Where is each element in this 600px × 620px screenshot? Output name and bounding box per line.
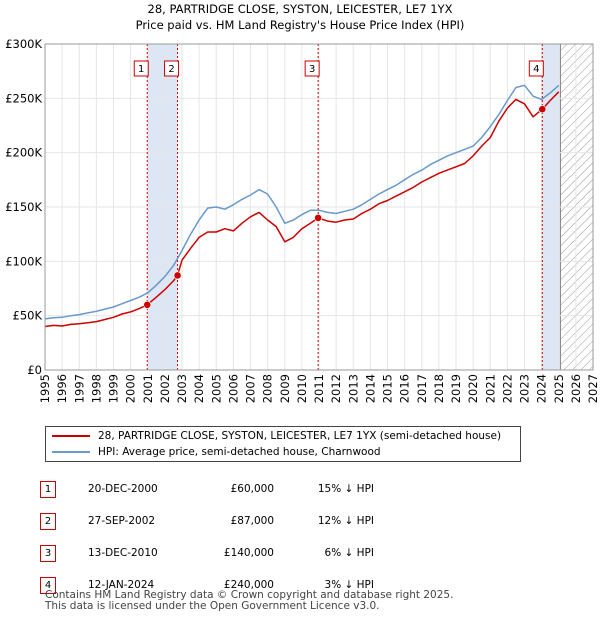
x-tick-label: 1998 — [89, 374, 103, 403]
sale-marker-point — [538, 105, 547, 114]
sale-number-box — [133, 60, 149, 77]
y-tick-label: £250K — [5, 91, 42, 105]
legend-item-hpi: HPI: Average price, semi-detached house,… — [52, 444, 381, 460]
sale-price: £60,000 — [230, 483, 274, 495]
transactions-table: 1 20-DEC-2000 £60,000 15% ↓ HPI 2 27-SEP… — [40, 473, 374, 601]
x-tick-label: 2026 — [569, 374, 583, 403]
sale-date: 27-SEP-2002 — [88, 515, 156, 527]
legend-item-price: 28, PARTRIDGE CLOSE, SYSTON, LEICESTER, … — [52, 428, 501, 444]
sale-number-badge: 1 — [40, 480, 56, 498]
sale-price: £240,000 — [223, 579, 274, 591]
x-tick-label: 2005 — [209, 374, 223, 403]
x-tick-label: 2012 — [329, 374, 343, 403]
sale-hpi-diff: 6% ↓ HPI — [324, 547, 374, 559]
x-tick-label: 2014 — [363, 374, 377, 403]
x-tick-label: 1997 — [72, 374, 86, 403]
sale-marker-point — [173, 271, 182, 280]
x-tick-label: 1995 — [38, 374, 52, 403]
sale-date: 20-DEC-2000 — [88, 483, 158, 495]
sale-marker-point — [143, 300, 152, 309]
sale-hpi-diff: 3% ↓ HPI — [324, 579, 374, 591]
sale-number-badge: 2 — [40, 512, 56, 530]
x-tick-label: 2004 — [192, 374, 206, 403]
price-series-line — [44, 91, 560, 328]
x-tick-label: 2006 — [226, 374, 240, 403]
sale-number-box — [304, 60, 320, 77]
x-tick-label: 2022 — [500, 374, 514, 403]
x-tick-label: 2008 — [261, 374, 275, 403]
legend-swatch-price — [52, 435, 90, 437]
legend: 28, PARTRIDGE CLOSE, SYSTON, LEICESTER, … — [45, 426, 521, 462]
legend-swatch-hpi — [52, 451, 90, 453]
sale-date: 12-JAN-2024 — [88, 579, 155, 591]
sale-number-badge: 3 — [40, 544, 56, 562]
x-tick-label: 2009 — [278, 374, 292, 403]
y-tick-label: £50K — [13, 309, 43, 323]
x-tick-label: 1996 — [55, 374, 69, 403]
sale-hpi-diff: 15% ↓ HPI — [317, 483, 374, 495]
y-tick-label: £0 — [27, 363, 42, 377]
sale-number-badge: 4 — [40, 576, 56, 594]
x-tick-label: 2000 — [124, 374, 138, 403]
legend-label-price: 28, PARTRIDGE CLOSE, SYSTON, LEICESTER, … — [98, 430, 502, 442]
x-tick-label: 2010 — [295, 374, 309, 403]
x-tick-label: 2019 — [449, 374, 463, 403]
sale-number-label: 1 — [138, 64, 144, 75]
x-tick-label: 2002 — [158, 374, 172, 403]
footer: Contains HM Land Registry data © Crown c… — [45, 590, 453, 612]
sale-price: £87,000 — [230, 515, 274, 527]
y-tick-label: £200K — [5, 146, 42, 160]
sale-hpi-diff: 12% ↓ HPI — [317, 515, 374, 527]
sale-number-box — [528, 60, 544, 77]
y-tick-label: £300K — [5, 37, 42, 51]
sale-date: 13-DEC-2010 — [88, 547, 158, 559]
x-tick-label: 2027 — [586, 374, 600, 403]
chart-title: 28, PARTRIDGE CLOSE, SYSTON, LEICESTER, … — [147, 2, 453, 16]
sale-price: £140,000 — [223, 547, 274, 559]
x-tick-label: 2024 — [535, 374, 549, 403]
x-tick-label: 2025 — [552, 374, 566, 403]
x-tick-label: 2020 — [466, 374, 480, 403]
x-tick-label: 2013 — [346, 374, 360, 403]
x-tick-label: 2017 — [415, 374, 429, 403]
legend-label-hpi: HPI: Average price, semi-detached house,… — [98, 446, 381, 458]
x-tick-label: 2015 — [381, 374, 395, 403]
footer-licence: This data is licensed under the Open Gov… — [45, 600, 380, 612]
y-tick-label: £100K — [5, 254, 42, 268]
sale-marker-point — [314, 213, 323, 222]
x-tick-label: 2023 — [518, 374, 532, 403]
hpi-series-line — [44, 84, 560, 320]
chart-subtitle: Price paid vs. HM Land Registry's House … — [135, 18, 465, 32]
x-tick-label: 2007 — [244, 374, 258, 403]
x-tick-label: 1999 — [107, 374, 121, 403]
sale-number-label: 3 — [309, 64, 315, 75]
x-tick-label: 2018 — [432, 374, 446, 403]
x-tick-label: 2011 — [312, 374, 326, 403]
x-tick-label: 2003 — [175, 374, 189, 403]
x-tick-label: 2021 — [483, 374, 497, 403]
table-row: 4 12-JAN-2024 £240,000 3% ↓ HPI — [40, 569, 374, 601]
x-tick-label: 2001 — [141, 374, 155, 403]
sale-number-label: 2 — [168, 64, 174, 75]
table-row: 3 13-DEC-2010 £140,000 6% ↓ HPI — [40, 537, 374, 569]
footer-copyright: Contains HM Land Registry data © Crown c… — [45, 589, 454, 601]
y-tick-label: £150K — [5, 200, 42, 214]
plot-frame — [44, 43, 594, 371]
sale-number-box — [164, 60, 180, 77]
sale-number-label: 4 — [533, 64, 539, 75]
x-tick-label: 2016 — [398, 374, 412, 403]
table-row: 1 20-DEC-2000 £60,000 15% ↓ HPI — [40, 473, 374, 505]
table-row: 2 27-SEP-2002 £87,000 12% ↓ HPI — [40, 505, 374, 537]
